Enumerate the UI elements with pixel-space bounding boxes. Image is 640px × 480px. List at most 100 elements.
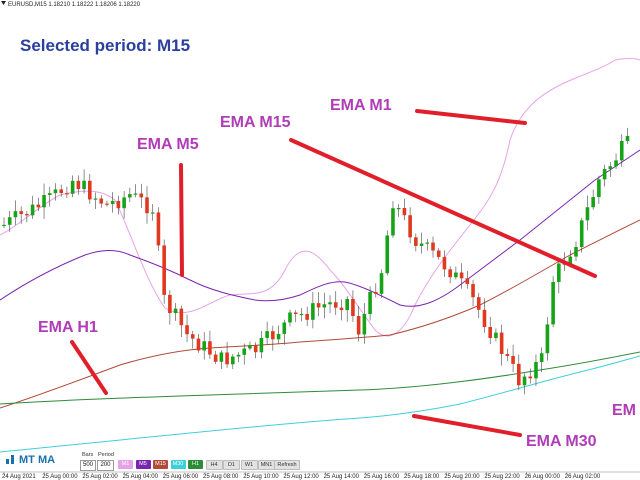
mt-ma-logo: MT MA: [6, 454, 55, 466]
ema-h1-pointer: [70, 340, 108, 395]
period-button-m30[interactable]: M30: [170, 460, 186, 469]
time-axis-label: 25 Aug 00:00: [42, 474, 78, 480]
time-axis-label: 25 Aug 22:00: [484, 474, 520, 480]
candle-body: [442, 256, 447, 270]
candle-body: [396, 208, 401, 210]
period-button-m15[interactable]: M15: [153, 460, 168, 469]
refresh-button[interactable]: Refresh: [274, 460, 300, 470]
candle-body: [505, 354, 510, 356]
time-axis-label: 25 Aug 14:00: [324, 474, 360, 480]
label-ema-m1: EMA M1: [330, 97, 392, 114]
time-axis-label: 25 Aug 20:00: [444, 474, 480, 480]
time-axis-label: 25 Aug 12:00: [283, 474, 319, 480]
time-axis-label: 25 Aug 02:00: [82, 474, 118, 480]
time-axis-label: 26 Aug 00:00: [525, 474, 561, 480]
ema-m5-pointer: [179, 163, 184, 277]
period-button-d1[interactable]: D1: [223, 460, 240, 470]
period-button-h4[interactable]: H4: [205, 460, 223, 470]
bars-input[interactable]: 500: [80, 460, 96, 471]
candle-body: [522, 376, 527, 386]
period-button-mn1[interactable]: MN1: [258, 460, 275, 470]
candle-body: [265, 331, 269, 338]
candle-body: [494, 332, 498, 339]
candle-body: [253, 345, 258, 353]
ema-m30-pointer: [412, 414, 522, 437]
time-axis-label: 25 Aug 08:00: [203, 474, 239, 480]
candle-body: [425, 242, 430, 244]
candle-body: [145, 197, 149, 214]
candle-body: [122, 197, 126, 209]
period-button-w1[interactable]: W1: [240, 460, 258, 470]
candle-body: [13, 211, 18, 218]
candle-body: [99, 198, 104, 204]
candle-body: [619, 141, 624, 161]
candle-body: [316, 303, 321, 308]
candle-body: [305, 313, 309, 320]
candle-body: [202, 341, 206, 351]
candle-body: [156, 212, 161, 246]
symbol-header-icon: [1, 1, 6, 5]
candle-body: [59, 189, 63, 194]
candle-body: [408, 215, 412, 238]
candle-body: [579, 220, 584, 247]
candle-body: [65, 193, 69, 195]
candle-body: [208, 341, 212, 355]
candle-body: [528, 376, 533, 379]
candle-body: [242, 348, 247, 355]
bar-chart-icon: [6, 454, 16, 464]
candle-body: [116, 200, 121, 209]
candle-body: [471, 284, 475, 298]
candle-body: [88, 180, 92, 200]
candle-body: [271, 331, 275, 340]
candle-body: [36, 204, 41, 208]
candle-body: [93, 198, 98, 200]
time-axis-label: 26 Aug 02:00: [565, 474, 601, 480]
candle-body: [110, 200, 115, 205]
candle-body: [299, 313, 304, 316]
candle-body: [614, 160, 618, 167]
time-axis-label: 25 Aug 06:00: [163, 474, 199, 480]
candle-body: [76, 180, 81, 190]
period-button-m1[interactable]: M1: [118, 460, 133, 469]
candle-body: [259, 337, 264, 353]
candle-body: [236, 354, 241, 357]
candle-body: [311, 303, 315, 320]
candle-body: [402, 208, 407, 216]
candle-body: [276, 333, 281, 340]
candle-body: [328, 302, 332, 305]
candle-body: [511, 355, 515, 364]
candle-body: [356, 315, 361, 335]
candle-body: [293, 312, 298, 314]
candle-body: [551, 281, 555, 325]
period-button-m5[interactable]: M5: [135, 460, 151, 469]
candle-body: [231, 356, 235, 365]
candle-body: [539, 353, 544, 363]
candle-body: [608, 166, 613, 170]
candle-body: [47, 193, 52, 196]
candle-body: [597, 179, 601, 198]
label-ema-partial: EM: [612, 402, 636, 419]
candle-body: [333, 302, 338, 308]
ema-m1-pointer: [415, 109, 527, 125]
candle-body: [139, 193, 144, 198]
time-axis-label: 24 Aug 2021: [2, 474, 36, 480]
candle-body: [322, 304, 327, 308]
candle-body: [7, 217, 12, 225]
candle-body: [454, 272, 458, 278]
candle-body: [162, 245, 166, 295]
candle-body: [414, 237, 418, 246]
candle-body: [282, 322, 287, 334]
candle-body: [248, 345, 252, 349]
label-ema-m30: EMA M30: [526, 433, 597, 450]
candlesticks: [2, 127, 630, 395]
candle-body: [30, 204, 35, 216]
period-input[interactable]: 200: [97, 460, 114, 471]
candle-body: [499, 332, 504, 355]
candle-body: [517, 363, 521, 386]
candle-body: [70, 180, 75, 194]
ema-m5-line: [0, 149, 640, 307]
candle-body: [105, 203, 109, 205]
period-button-h1[interactable]: H1: [188, 460, 203, 469]
